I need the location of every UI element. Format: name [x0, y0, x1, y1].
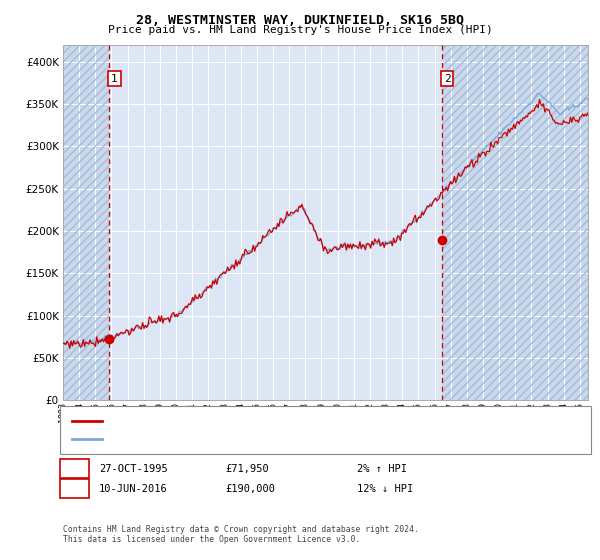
Bar — [63, 45, 109, 400]
Text: 2: 2 — [71, 484, 77, 494]
Text: £190,000: £190,000 — [225, 484, 275, 494]
Bar — [442, 45, 588, 400]
Bar — [442, 45, 588, 400]
Text: 28, WESTMINSTER WAY, DUKINFIELD, SK16 5BQ: 28, WESTMINSTER WAY, DUKINFIELD, SK16 5B… — [136, 14, 464, 27]
Text: 2: 2 — [444, 74, 451, 83]
Text: Contains HM Land Registry data © Crown copyright and database right 2024.
This d: Contains HM Land Registry data © Crown c… — [63, 525, 419, 544]
Bar — [63, 45, 109, 400]
Text: 27-OCT-1995: 27-OCT-1995 — [99, 464, 168, 474]
Text: Price paid vs. HM Land Registry's House Price Index (HPI): Price paid vs. HM Land Registry's House … — [107, 25, 493, 35]
Text: 12% ↓ HPI: 12% ↓ HPI — [357, 484, 413, 494]
Text: 2% ↑ HPI: 2% ↑ HPI — [357, 464, 407, 474]
Text: HPI: Average price, detached house, Tameside: HPI: Average price, detached house, Tame… — [105, 435, 341, 444]
Text: 1: 1 — [111, 74, 118, 83]
Text: 10-JUN-2016: 10-JUN-2016 — [99, 484, 168, 494]
Text: £71,950: £71,950 — [225, 464, 269, 474]
Text: 1: 1 — [71, 464, 77, 474]
Text: 28, WESTMINSTER WAY, DUKINFIELD, SK16 5BQ (detached house): 28, WESTMINSTER WAY, DUKINFIELD, SK16 5B… — [105, 416, 417, 425]
